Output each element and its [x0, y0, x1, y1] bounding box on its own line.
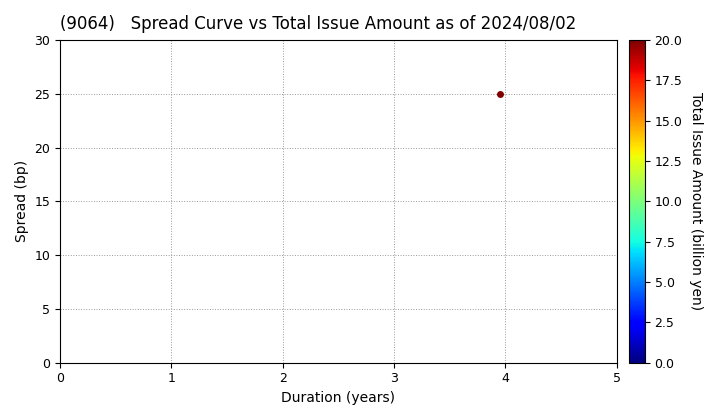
Text: (9064)   Spread Curve vs Total Issue Amount as of 2024/08/02: (9064) Spread Curve vs Total Issue Amoun…	[60, 15, 577, 33]
Point	[494, 91, 505, 97]
Y-axis label: Total Issue Amount (billion yen): Total Issue Amount (billion yen)	[689, 92, 703, 310]
X-axis label: Duration (years): Duration (years)	[282, 391, 395, 405]
Y-axis label: Spread (bp): Spread (bp)	[15, 160, 29, 242]
